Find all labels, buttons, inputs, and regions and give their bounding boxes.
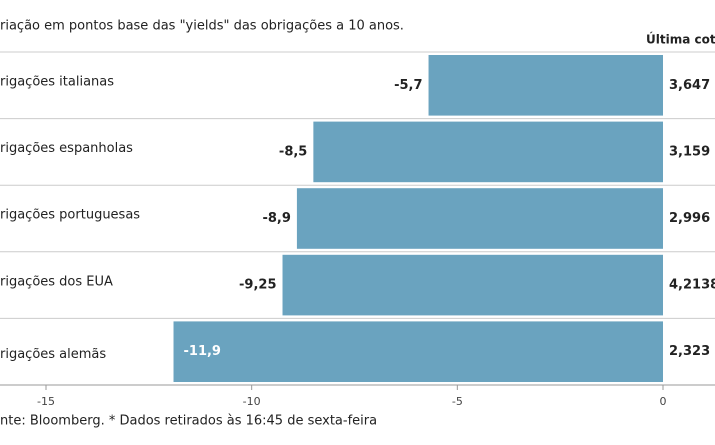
bar — [282, 254, 663, 316]
x-tick-label: -15 — [37, 395, 55, 408]
quote-value: 3,159 — [669, 144, 710, 159]
source: nte: Bloomberg. * Dados retirados às 16:… — [0, 414, 377, 429]
value-label: -5,7 — [394, 78, 422, 93]
category-label: rigações espanholas — [0, 141, 133, 156]
quote-value: 2,996 — [669, 211, 710, 226]
x-tick-label: -5 — [452, 395, 463, 408]
bar — [428, 55, 663, 116]
value-label: -8,9 — [262, 211, 290, 226]
category-label: rigações portuguesas — [0, 208, 140, 223]
chart-title: riação em pontos base das "yields" das o… — [0, 19, 404, 34]
quotes-title: Última cotaç — [646, 32, 715, 47]
value-label: -8,5 — [279, 144, 307, 159]
x-tick-label: 0 — [660, 395, 667, 408]
value-label: -11,9 — [184, 344, 221, 359]
quote-value: 2,323 — [669, 344, 710, 359]
bar — [296, 188, 663, 249]
category-label: rigações dos EUA — [0, 274, 113, 289]
value-label: -9,25 — [239, 278, 276, 293]
bar — [173, 321, 663, 382]
bar — [313, 121, 663, 183]
x-tick-label: -10 — [243, 395, 261, 408]
category-label: rigações italianas — [0, 75, 114, 90]
quote-value: 4,2138 — [669, 278, 715, 293]
category-label: rigações alemãs — [0, 347, 106, 362]
quote-value: 3,647 — [669, 78, 710, 93]
